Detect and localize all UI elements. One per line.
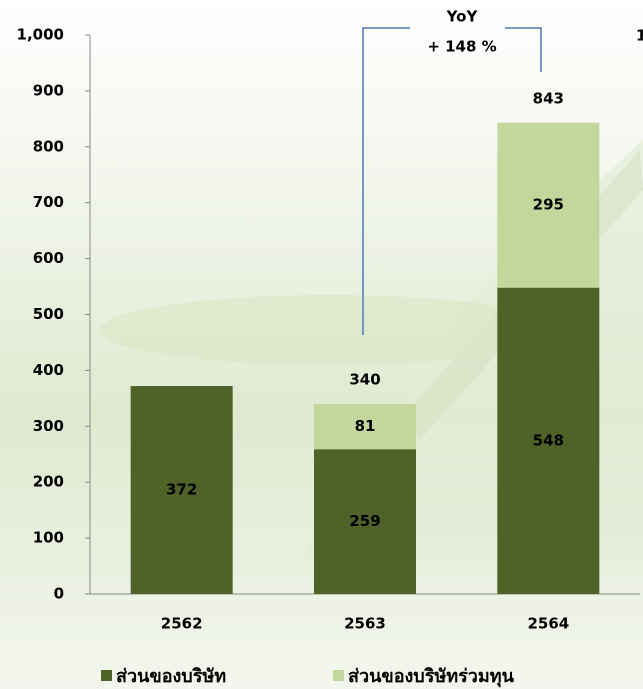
y-tick-label: 900 xyxy=(33,81,64,99)
legend-label: ส่วนของบริษัท xyxy=(116,666,226,687)
annotation: 1 xyxy=(636,27,643,45)
yoy-bracket xyxy=(505,27,542,72)
x-tick-label: 2562 xyxy=(161,615,203,633)
background-lawn xyxy=(100,295,560,365)
y-tick-label: 500 xyxy=(33,305,64,323)
data-label: 295 xyxy=(533,196,564,214)
bar-segment xyxy=(314,403,416,450)
y-tick-label: 800 xyxy=(33,137,64,155)
data-label: 548 xyxy=(533,431,564,449)
legend-swatch xyxy=(101,670,112,681)
y-tick-label: 100 xyxy=(33,529,64,547)
y-tick-label: 300 xyxy=(33,417,64,435)
data-label: 81 xyxy=(355,417,376,435)
y-tick-label: 600 xyxy=(33,249,64,267)
y-tick-label: 200 xyxy=(33,473,64,491)
bar-segment xyxy=(497,287,600,594)
legend-label: ส่วนของบริษัทร่วมทุน xyxy=(348,666,515,688)
annotation: + 148 % xyxy=(427,38,496,56)
bar-segment xyxy=(130,386,233,594)
yoy-bracket xyxy=(362,27,410,335)
total-label: 340 xyxy=(349,370,380,388)
y-tick-label: 0 xyxy=(54,585,64,603)
data-label: 372 xyxy=(166,481,197,499)
annotation: YoY xyxy=(446,8,479,26)
bar-segment xyxy=(314,449,416,594)
y-tick-label: 1,000 xyxy=(17,26,64,44)
x-tick-label: 2563 xyxy=(344,615,386,633)
total-label: 843 xyxy=(533,89,564,107)
data-label: 259 xyxy=(349,512,380,530)
legend-swatch xyxy=(333,670,344,681)
bar-segment xyxy=(497,122,600,288)
y-tick-label: 700 xyxy=(33,193,64,211)
x-tick-label: 2564 xyxy=(527,615,569,633)
y-tick-label: 400 xyxy=(33,361,64,379)
